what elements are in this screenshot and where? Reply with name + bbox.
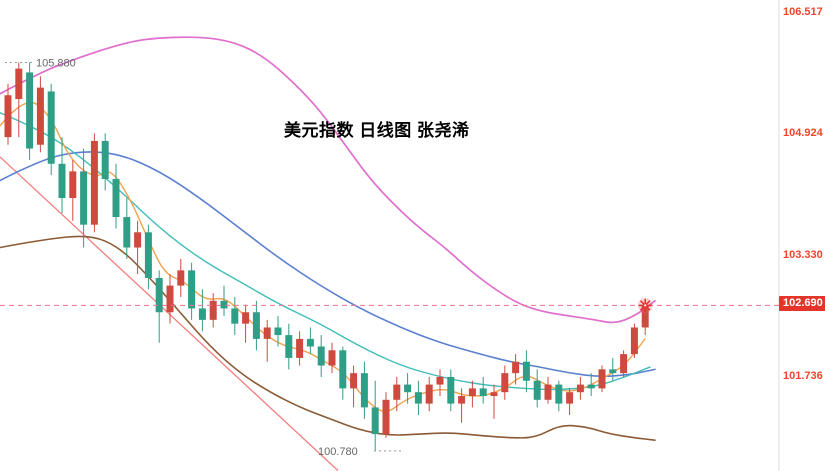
candle-body	[15, 68, 23, 100]
candle-body	[630, 327, 638, 355]
candle-body	[566, 392, 574, 404]
candle-body	[468, 388, 476, 396]
candle-body	[296, 338, 304, 358]
candle-body	[544, 384, 552, 400]
candle-body	[58, 163, 66, 199]
candle-body	[371, 407, 379, 435]
star-ray	[640, 305, 645, 311]
candle-body	[198, 308, 206, 320]
candle-body	[242, 312, 250, 324]
candle-body	[587, 384, 595, 389]
candle-body	[177, 270, 185, 286]
candle-body	[317, 346, 325, 366]
descending-trendline	[0, 156, 339, 471]
candle-body	[393, 384, 401, 400]
candle-body	[134, 232, 142, 248]
candle-body	[306, 338, 314, 347]
candle-body	[144, 232, 152, 278]
candle-body	[501, 373, 509, 393]
candle-body	[123, 217, 131, 248]
candle-body	[555, 384, 563, 404]
candle-body	[26, 72, 34, 149]
overlay-ma-mid-teal	[0, 112, 651, 391]
candle-body	[36, 87, 44, 145]
candle-body	[479, 388, 487, 396]
candle-body	[155, 277, 163, 313]
candle-body	[414, 392, 422, 404]
candle-body	[436, 376, 444, 385]
candle-body	[609, 369, 617, 374]
candle-body	[512, 361, 520, 374]
price-star-marker	[637, 297, 653, 313]
candle-body	[576, 384, 584, 393]
star-center	[644, 304, 647, 307]
star-ray	[645, 305, 651, 311]
candle-body	[522, 361, 530, 381]
low-marker-label: 100.780	[318, 446, 358, 458]
candle-body	[350, 373, 358, 389]
candle-body	[533, 380, 541, 400]
candle-body	[220, 300, 228, 309]
candle-body	[101, 140, 109, 179]
star-ray	[645, 300, 651, 306]
candle-body	[80, 171, 88, 225]
candle-body	[360, 373, 368, 408]
candle-body	[90, 140, 98, 225]
candle-body	[404, 384, 412, 393]
candles	[4, 62, 649, 451]
overlay-ma-fast-orange	[0, 101, 646, 412]
candle-body	[4, 95, 12, 138]
candle-body	[112, 178, 120, 218]
candle-body	[166, 285, 174, 313]
high-marker-label: 105.880	[36, 58, 76, 70]
candle-body	[620, 354, 628, 374]
candle-body	[425, 384, 433, 404]
overlay-bollinger-lower	[0, 235, 656, 441]
overlay-ma-slow-blue	[0, 151, 656, 378]
chart-title: 美元指数 日线图 张尧浠	[284, 121, 470, 140]
candle-body	[328, 350, 336, 366]
candle-body	[274, 327, 282, 336]
candle-body	[447, 376, 455, 404]
candle-body	[382, 399, 390, 435]
candle-body	[339, 350, 347, 389]
candle-body	[490, 392, 498, 396]
candle-body	[263, 327, 271, 339]
candle-body	[69, 171, 77, 199]
candle-body	[252, 312, 260, 339]
candle-body	[209, 300, 217, 320]
candle-body	[598, 369, 606, 389]
candle-body	[458, 395, 466, 404]
candle-body	[47, 91, 55, 164]
candle-body	[231, 308, 239, 324]
overlay-bollinger-upper	[0, 36, 656, 324]
candle-body	[188, 270, 196, 309]
star-ray	[640, 300, 645, 306]
candle-body	[641, 305, 649, 328]
candle-body	[285, 335, 293, 358]
